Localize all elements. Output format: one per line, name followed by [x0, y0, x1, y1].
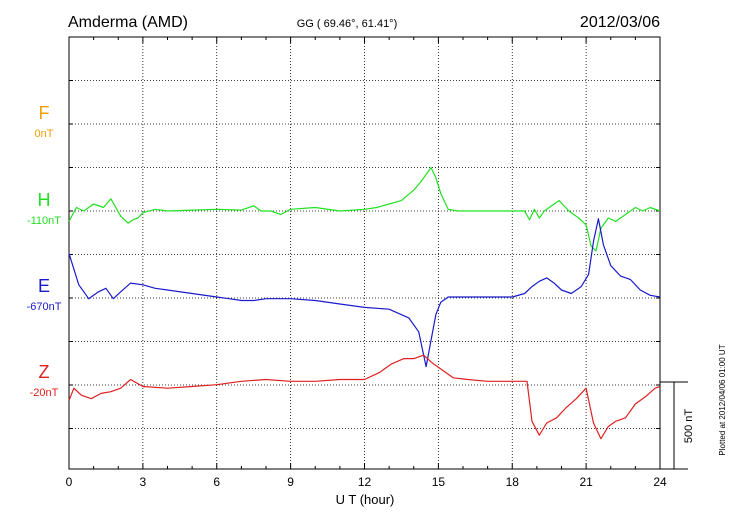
series-baseline-f: 0nT	[35, 128, 54, 140]
series-name-f: F	[39, 103, 50, 123]
x-tick-label: 12	[358, 475, 372, 489]
x-tick-label: 3	[140, 475, 147, 489]
series-line-e	[68, 218, 661, 368]
series-labels: F 0nT H -110nT E -670nT Z -20nT	[27, 103, 62, 399]
series-baseline-h: -110nT	[27, 215, 61, 227]
station-title: Amderma (AMD)	[68, 14, 188, 31]
series-lines	[68, 166, 661, 440]
x-tick-label: 0	[66, 475, 73, 489]
series-name-h: H	[38, 190, 51, 210]
x-tick-label: 6	[213, 475, 220, 489]
plot-timestamp: Plotted at 2012/04/06 01:00 UT	[718, 344, 727, 455]
x-tick-label: 9	[287, 475, 294, 489]
series-baseline-z: -20nT	[30, 387, 59, 399]
scale-bar-label: 500 nT	[683, 409, 695, 444]
axis-ticks: 0 3 6 9 12 15 18 21 24	[66, 37, 667, 489]
scale-bar: 500 nT	[660, 381, 695, 470]
series-name-e: E	[38, 276, 50, 296]
x-tick-label: 21	[579, 475, 593, 489]
date-label: 2012/03/06	[580, 14, 660, 31]
series-line-z	[68, 354, 661, 440]
coordinates-label: GG ( 69.46°, 61.41°)	[297, 18, 398, 30]
series-baseline-e: -670nT	[27, 301, 62, 313]
x-tick-label: 15	[432, 475, 446, 489]
x-axis-label: U T (hour)	[336, 492, 395, 507]
series-line-h	[68, 166, 661, 252]
x-tick-label: 24	[653, 475, 667, 489]
series-name-z: Z	[39, 362, 50, 382]
x-tick-label: 18	[506, 475, 520, 489]
gridlines	[69, 37, 660, 469]
